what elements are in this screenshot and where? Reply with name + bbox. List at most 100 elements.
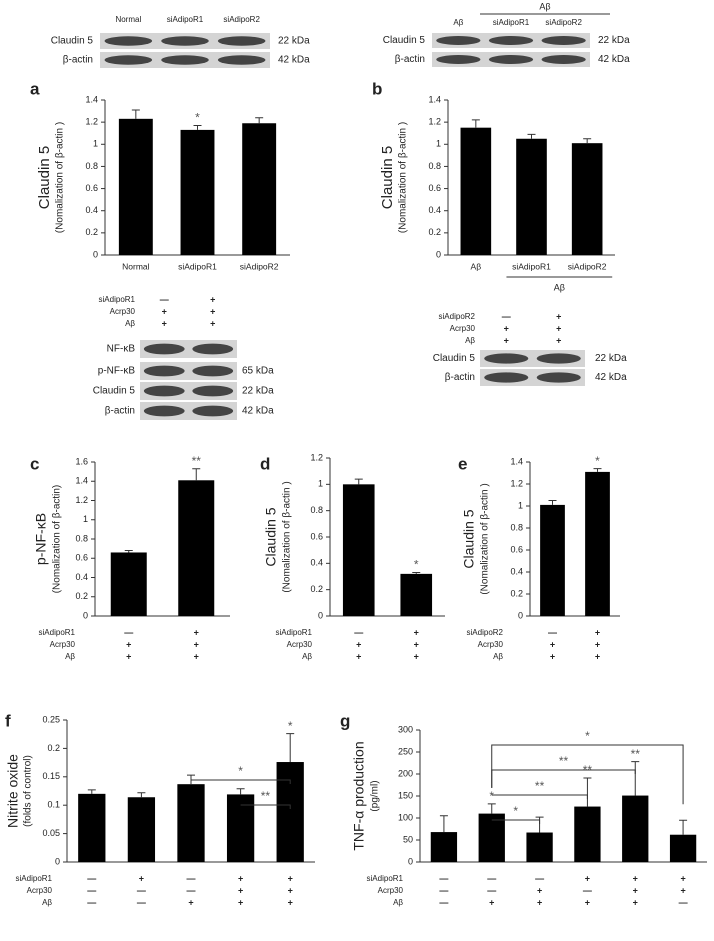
condition-sign: + bbox=[556, 311, 561, 321]
bar bbox=[180, 129, 215, 255]
blot-band bbox=[488, 36, 534, 45]
blot-band bbox=[217, 55, 266, 65]
y-axis-subtitle: (Nomalization of β-actin ) bbox=[480, 483, 491, 594]
y-tick-label: 200 bbox=[398, 768, 413, 778]
y-tick-label: 1 bbox=[83, 514, 88, 524]
y-tick-label: 1.4 bbox=[85, 94, 98, 104]
y-tick-label: 0.25 bbox=[42, 714, 60, 724]
y-tick-label: 0.2 bbox=[510, 588, 523, 598]
significance: ** bbox=[192, 454, 202, 468]
y-tick-label: 0 bbox=[93, 249, 98, 259]
y-axis-subtitle: (Nomalization of β-actin ) bbox=[282, 481, 293, 592]
condition-sign: + bbox=[288, 885, 293, 895]
condition-label: Aβ bbox=[302, 652, 312, 661]
condition-label: Acrp30 bbox=[478, 640, 504, 649]
significance: ** bbox=[631, 747, 641, 761]
error-bar bbox=[439, 815, 448, 833]
condition-sign: + bbox=[194, 639, 199, 649]
group-label: Aβ bbox=[554, 282, 565, 292]
condition-label: Acrp30 bbox=[287, 640, 313, 649]
blot-band bbox=[192, 405, 234, 417]
condition-label: Acrp30 bbox=[378, 886, 404, 895]
y-tick-label: 0.8 bbox=[310, 505, 323, 515]
condition-label: Aβ bbox=[42, 898, 52, 907]
bracket-label: ** bbox=[261, 789, 271, 803]
condition-sign: + bbox=[139, 873, 144, 883]
error-bar bbox=[583, 777, 592, 807]
error-bar bbox=[137, 792, 146, 798]
condition-sign: + bbox=[210, 294, 215, 304]
condition-sign: — bbox=[187, 873, 196, 883]
y-tick-label: 1.2 bbox=[85, 117, 98, 127]
blot-band bbox=[104, 55, 153, 65]
bar bbox=[226, 794, 255, 862]
blot-band bbox=[436, 36, 481, 45]
condition-sign: + bbox=[595, 651, 600, 661]
row-label: NF-κB bbox=[107, 344, 136, 355]
y-tick-label: 1.2 bbox=[310, 452, 323, 462]
significance: * bbox=[414, 558, 419, 572]
bar bbox=[669, 834, 697, 862]
y-tick-label: 0.4 bbox=[85, 205, 98, 215]
condition-sign: + bbox=[162, 306, 167, 316]
error-bar bbox=[583, 138, 592, 144]
condition-sign: + bbox=[288, 897, 293, 907]
y-axis-title: Claudin 5 bbox=[36, 146, 53, 209]
y-tick-label: 0.6 bbox=[310, 531, 323, 541]
condition-sign: + bbox=[585, 873, 590, 883]
row-label: p-NF-κB bbox=[98, 366, 136, 377]
bar bbox=[526, 832, 553, 862]
condition-sign: — bbox=[535, 873, 544, 883]
error-bar bbox=[354, 478, 363, 485]
y-tick-label: 0.4 bbox=[428, 205, 441, 215]
error-bar bbox=[192, 468, 201, 481]
condition-sign: + bbox=[550, 639, 555, 649]
lane-label: siAdipoR2 bbox=[223, 15, 260, 24]
row-label: β-actin bbox=[395, 54, 425, 65]
bar bbox=[178, 480, 215, 616]
y-tick-label: 0.8 bbox=[428, 161, 441, 171]
blot-band bbox=[192, 365, 234, 377]
condition-label: Aβ bbox=[65, 652, 75, 661]
x-tick-label: Aβ bbox=[471, 261, 482, 271]
y-tick-label: 0.6 bbox=[428, 183, 441, 193]
error-bar bbox=[535, 816, 544, 833]
blot-band bbox=[104, 36, 153, 46]
row-size: 42 kDa bbox=[598, 54, 630, 65]
y-tick-label: 0.2 bbox=[85, 227, 98, 237]
condition-sign: + bbox=[414, 639, 419, 649]
condition-label: siAdipoR1 bbox=[99, 295, 136, 304]
condition-label: Aβ bbox=[465, 336, 475, 345]
blot-band bbox=[536, 372, 581, 383]
condition-sign: + bbox=[238, 873, 243, 883]
bar bbox=[110, 552, 147, 616]
y-tick-label: 100 bbox=[398, 812, 413, 822]
row-size: 42 kDa bbox=[595, 372, 627, 383]
error-bar bbox=[236, 788, 245, 795]
condition-sign: — bbox=[87, 897, 96, 907]
y-tick-label: 0.2 bbox=[75, 591, 88, 601]
y-tick-label: 1.4 bbox=[428, 94, 441, 104]
condition-sign: — bbox=[502, 311, 511, 321]
y-axis-subtitle: (Nomalization of β-actin ) bbox=[398, 122, 409, 233]
blot-band bbox=[484, 353, 529, 364]
condition-label: Aβ bbox=[493, 652, 503, 661]
condition-sign: + bbox=[556, 323, 561, 333]
y-tick-label: 0.8 bbox=[510, 522, 523, 532]
y-axis-title: p-NF-κB bbox=[33, 513, 49, 565]
condition-sign: + bbox=[633, 885, 638, 895]
bar bbox=[118, 118, 153, 255]
bracket-label: * bbox=[238, 764, 243, 778]
condition-label: siAdipoR1 bbox=[16, 874, 53, 883]
y-tick-label: 1 bbox=[436, 139, 441, 149]
y-tick-label: 0.05 bbox=[42, 828, 60, 838]
condition-label: Acrp30 bbox=[27, 886, 53, 895]
y-axis-subtitle: (Nomalization of β-actin ) bbox=[55, 122, 66, 233]
condition-sign: — bbox=[187, 885, 196, 895]
y-tick-label: 0 bbox=[318, 610, 323, 620]
bar bbox=[571, 143, 603, 255]
error-bar bbox=[131, 109, 140, 119]
bar bbox=[478, 813, 505, 862]
bar bbox=[574, 806, 601, 862]
bar bbox=[430, 832, 458, 862]
